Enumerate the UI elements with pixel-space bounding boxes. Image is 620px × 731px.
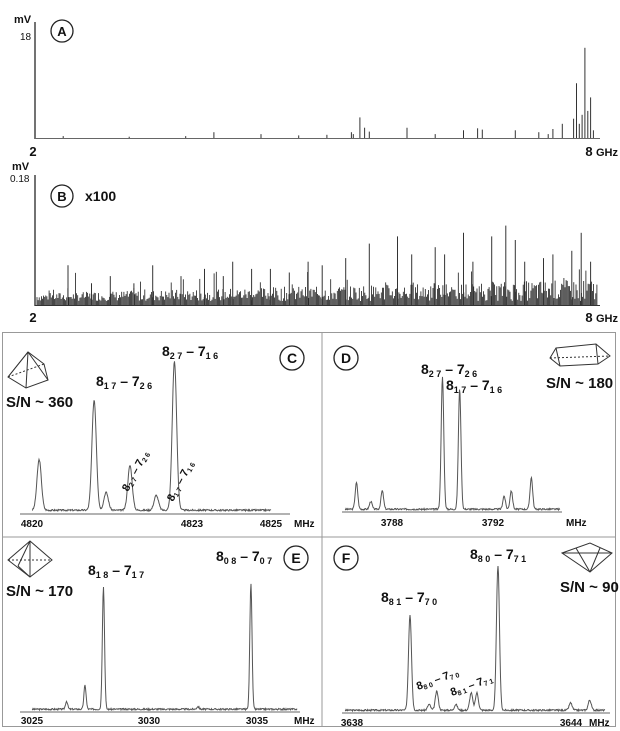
panel-b-peaks <box>67 225 592 305</box>
lower-panels-frame <box>2 332 616 727</box>
panel-e-xtick-0: 3025 <box>21 716 44 727</box>
panel-c-label-827-716: 82 7 – 71 6 <box>162 343 218 361</box>
panel-b-xtick-8: 8 <box>585 310 592 325</box>
panel-a-xtick-8: 8 <box>585 144 592 159</box>
panel-f-label-881-770: 88 1 – 77 0 <box>381 589 437 607</box>
panel-c-label-817-726: 81 7 – 72 6 <box>96 373 152 391</box>
panel-d-xtick-1: 3792 <box>482 518 505 529</box>
panel-e-badge <box>283 545 309 571</box>
panel-a-badge <box>50 19 74 43</box>
panel-e-label-808-707: 80 8 – 70 7 <box>216 548 272 566</box>
panel-f-xtick-0: 3638 <box>341 718 364 729</box>
panel-c-xtick-2: 4825 <box>260 519 283 530</box>
panel-e: S/N ~ 170 E 3025 3030 3035 MHz 81 8 – 71… <box>6 540 315 727</box>
panel-c-trace <box>31 361 272 513</box>
panel-a-peaks <box>62 47 594 138</box>
panel-e-sn: S/N ~ 170 <box>6 583 73 600</box>
panel-e-trace <box>31 583 298 712</box>
panel-c-label-827-726: 82 7 – 72 6 <box>120 449 152 494</box>
panel-c-xunit: MHz <box>294 519 315 530</box>
panel-f: F S/N ~ 90 3638 3644 MHz 88 1 – 77 0 88 … <box>333 542 619 729</box>
panel-b-badge <box>50 184 74 208</box>
panel-e-letter: E <box>291 550 300 566</box>
panel-c-xtick-1: 4823 <box>181 519 204 530</box>
panel-a-yunit: mV <box>14 14 32 26</box>
panel-f-label-880-770: 88 0 – 77 0 <box>415 666 461 693</box>
panel-e-molecule-icon <box>7 540 53 578</box>
panel-b-letter: B <box>57 189 66 204</box>
panel-e-xtick-1: 3030 <box>138 716 161 727</box>
panel-d-label-817-716: 81 7 – 71 6 <box>446 377 502 395</box>
panel-e-label-818-717: 81 8 – 71 7 <box>88 562 144 580</box>
panel-d: D S/N ~ 180 3788 3792 MHz 82 7 – 72 6 81… <box>333 343 613 529</box>
panel-c-badge <box>279 345 305 371</box>
panel-a-xunit: GHz <box>596 147 619 159</box>
panel-f-molecule-icon <box>560 542 613 573</box>
panel-c: S/N ~ 360 C 4820 4823 4825 MHz 81 7 – 72… <box>6 343 315 530</box>
panel-a: mV 18 A 2 8 GHz <box>14 14 619 159</box>
panel-c-sn: S/N ~ 360 <box>6 394 73 411</box>
panel-b-yunit: mV <box>12 161 30 173</box>
panel-e-xunit: MHz <box>294 716 315 727</box>
panel-f-xunit: MHz <box>589 718 610 729</box>
panel-c-molecule-icon <box>7 351 49 389</box>
panel-f-badge <box>333 545 359 571</box>
panel-c-label-817-716: 81 7 – 71 6 <box>165 459 197 504</box>
panel-f-sn: S/N ~ 90 <box>560 579 619 596</box>
panel-f-label-881-771: 88 1 – 77 1 <box>449 672 495 699</box>
panel-e-xtick-2: 3035 <box>246 716 269 727</box>
panel-c-xtick-0: 4820 <box>21 519 44 530</box>
panel-d-trace <box>344 376 561 512</box>
panel-b-xtick-2: 2 <box>29 310 36 325</box>
panel-f-letter: F <box>342 550 351 566</box>
panel-c-letter: C <box>287 350 297 366</box>
panel-b-ytick: 0.18 <box>10 174 30 185</box>
panel-d-badge <box>333 345 359 371</box>
panel-d-label-827-726: 82 7 – 72 6 <box>421 361 477 379</box>
panel-a-xtick-2: 2 <box>29 144 36 159</box>
panel-b: mV 0.18 B x100 2 8 GHz <box>10 161 619 325</box>
panel-f-trace <box>344 565 606 713</box>
panel-f-label-880-771: 88 0 – 77 1 <box>470 546 526 564</box>
panel-a-ytick: 18 <box>20 32 32 43</box>
panel-b-noise-band <box>36 269 598 305</box>
panel-b-scale-label: x100 <box>85 188 116 204</box>
panel-d-xunit: MHz <box>566 518 587 529</box>
panel-d-letter: D <box>341 350 351 366</box>
panel-d-xtick-0: 3788 <box>381 518 404 529</box>
panel-f-xtick-1: 3644 <box>560 718 583 729</box>
panel-d-sn: S/N ~ 180 <box>546 375 613 392</box>
panel-a-letter: A <box>57 24 67 39</box>
panel-d-molecule-icon <box>549 343 611 367</box>
panel-b-xunit: GHz <box>596 313 619 325</box>
